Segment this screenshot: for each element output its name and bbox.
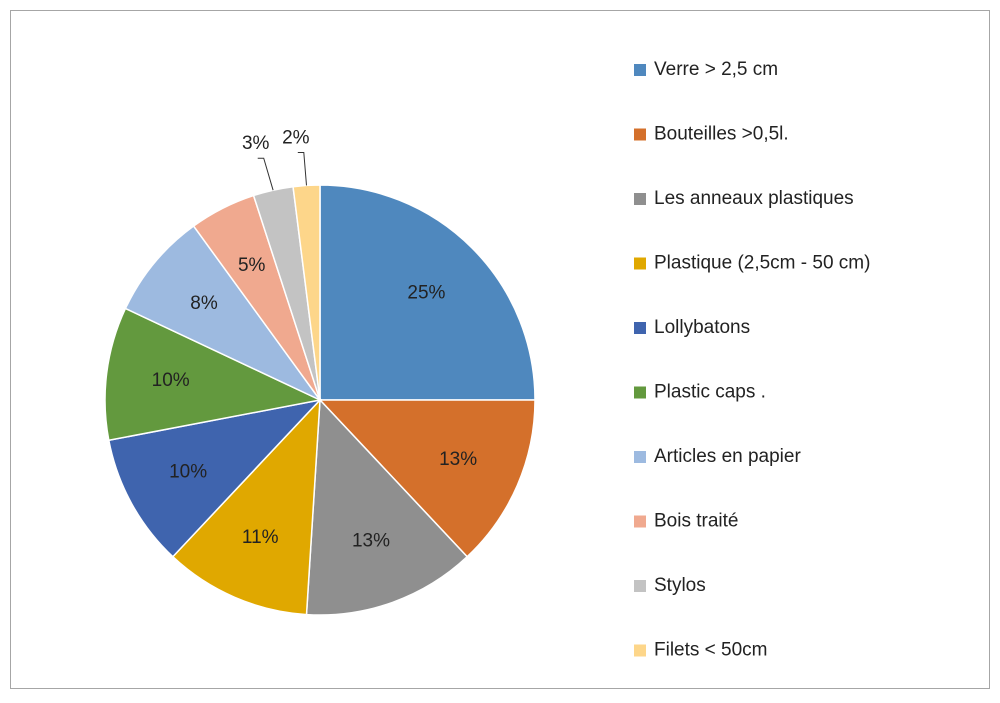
pie-slice	[124, 225, 321, 401]
legend-swatch	[634, 128, 646, 141]
legend-swatch	[634, 515, 646, 528]
legend-label: Articles en papier	[654, 446, 801, 467]
pie-slice	[318, 399, 536, 558]
leader-line	[297, 152, 307, 186]
legend-label: Verre > 2,5 cm	[654, 59, 778, 80]
legend-swatch	[634, 644, 646, 657]
legend-swatch	[634, 257, 646, 270]
legend-swatch	[634, 193, 646, 205]
legend-label: Filets < 50cm	[654, 640, 768, 661]
legend-swatch	[634, 322, 646, 334]
data-label: 13%	[439, 449, 477, 470]
pie-slice	[305, 398, 469, 616]
data-label: 25%	[407, 283, 445, 304]
legend-label: Les anneaux plastiques	[654, 188, 854, 209]
data-label: 5%	[238, 255, 266, 276]
data-label: 10%	[169, 462, 207, 483]
legend-swatch	[634, 580, 646, 592]
legend-label: Plastic caps .	[654, 382, 766, 403]
legend-label: Plastique (2,5cm - 50 cm)	[654, 253, 870, 274]
legend-swatch	[634, 386, 646, 399]
pie-slice	[319, 184, 536, 401]
data-label: 2%	[282, 128, 310, 149]
data-label: 3%	[242, 133, 270, 154]
pie-slice	[104, 307, 323, 442]
legend-label: Lollybatons	[654, 317, 750, 338]
data-label: 13%	[352, 531, 390, 552]
data-label: 8%	[190, 293, 218, 314]
legend-swatch	[634, 451, 646, 463]
pie-slice	[107, 398, 323, 558]
legend-label: Bois traité	[654, 511, 738, 532]
data-label: 10%	[152, 370, 190, 391]
data-label: 11%	[242, 527, 279, 548]
legend-label: Stylos	[654, 575, 706, 596]
legend-swatch	[634, 64, 646, 76]
pie-slice	[171, 397, 321, 616]
legend-label: Bouteilles >0,5l.	[654, 124, 789, 145]
leader-line	[257, 157, 274, 191]
